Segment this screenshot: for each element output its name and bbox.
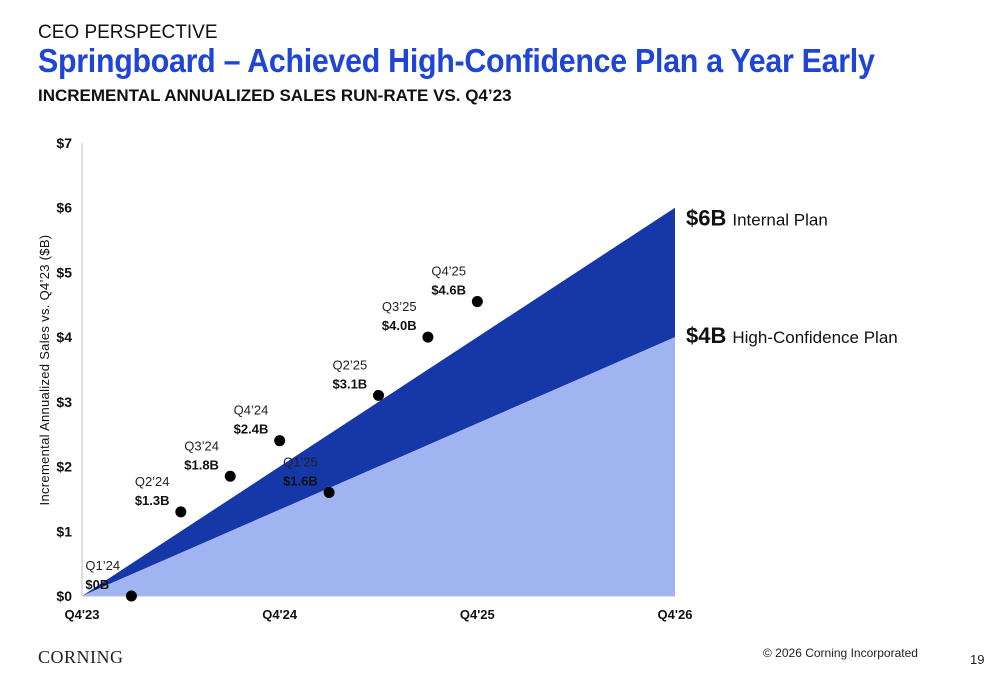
data-point [323, 486, 335, 498]
y-tick-label: $2 [56, 459, 72, 475]
data-point [125, 590, 137, 602]
y-tick-label: $4 [56, 329, 72, 345]
page-title: Springboard – Achieved High-Confidence P… [38, 42, 875, 79]
x-tick-label: Q4'26 [658, 607, 693, 622]
kicker: CEO PERSPECTIVE [38, 22, 218, 43]
y-tick-label: $6 [56, 200, 72, 216]
data-point-value-label: $3.1B [333, 376, 368, 391]
data-point [471, 296, 483, 308]
data-point-quarter-label: Q4’24 [234, 403, 269, 418]
data-point [274, 435, 286, 447]
high-confidence-plan-band [82, 337, 675, 596]
high-confidence-plan-label: $4B High-Confidence Plan [686, 323, 898, 348]
y-axis-label: Incremental Annualized Sales vs. Q4’23 (… [37, 235, 52, 506]
data-point-quarter-label: Q4’25 [431, 264, 466, 279]
data-point-value-label: $4.6B [431, 283, 466, 298]
data-point [175, 506, 187, 518]
data-point-value-label: $1.6B [283, 473, 318, 488]
copyright: © 2026 Corning Incorporated [763, 646, 918, 660]
data-point-value-label: $0B [85, 577, 109, 592]
x-tick-label: Q4'25 [460, 607, 495, 622]
data-point [373, 389, 384, 401]
y-tick-label: $0 [56, 588, 72, 604]
corning-logo: CORNING [38, 647, 124, 667]
data-point [224, 470, 236, 482]
data-point-value-label: $2.4B [234, 422, 269, 437]
y-tick-label: $7 [56, 135, 72, 151]
page-subtitle: INCREMENTAL ANNUALIZED SALES RUN-RATE VS… [38, 86, 512, 105]
data-point-value-label: $4.0B [382, 318, 417, 333]
y-tick-label: $1 [56, 523, 72, 539]
y-tick-label: $3 [56, 394, 72, 410]
data-point-quarter-label: Q1’24 [85, 558, 120, 573]
data-point-value-label: $1.3B [135, 493, 170, 508]
internal-plan-label: $6B Internal Plan [686, 206, 828, 231]
data-point [422, 331, 434, 343]
data-point-quarter-label: Q3’25 [382, 299, 417, 314]
x-tick-label: Q4'23 [65, 607, 100, 622]
data-point-quarter-label: Q1’25 [283, 454, 318, 469]
page-number: 19 [970, 652, 985, 667]
x-tick-label: Q4'24 [262, 607, 298, 622]
y-tick-label: $5 [56, 264, 72, 280]
data-point-quarter-label: Q2’24 [135, 474, 170, 489]
data-point-quarter-label: Q3’24 [184, 438, 219, 453]
data-point-quarter-label: Q2’25 [333, 357, 368, 372]
data-point-value-label: $1.8B [184, 457, 219, 472]
